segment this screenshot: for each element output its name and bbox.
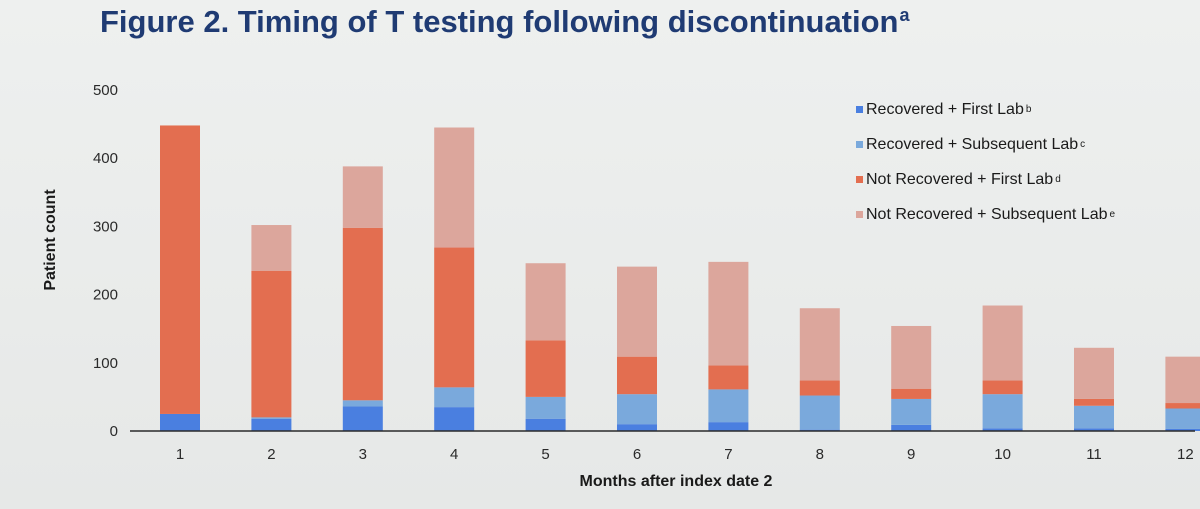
bar-segment: [617, 394, 657, 425]
x-tick-label: 12: [1177, 446, 1194, 463]
x-tick-labels: 1 2 3 4 5 6 7 8 9 10 11 12: [176, 446, 1194, 463]
bar-segment: [617, 424, 657, 431]
legend-label-superscript: c: [1080, 139, 1086, 150]
bar-segment: [982, 380, 1023, 395]
bar-segment: [799, 380, 840, 396]
bar-segment: [1165, 403, 1200, 409]
bar-segment: [342, 166, 383, 228]
y-tick-label: 400: [93, 150, 118, 167]
bar-segment: [982, 305, 1023, 381]
bar-segment: [342, 406, 383, 431]
y-tick-labels: 0 100 200 300 400 500: [93, 82, 118, 440]
bar-segment: [251, 225, 292, 271]
legend-item: Recovered + First Lab b: [856, 92, 1115, 127]
bar-segment: [891, 388, 932, 399]
bar-segment: [251, 418, 292, 431]
bar-segment: [434, 387, 475, 408]
bar-segment: [891, 325, 932, 389]
chart-legend: Recovered + First Lab b Recovered + Subseq…: [856, 92, 1115, 232]
bar-segment: [617, 356, 657, 395]
legend-label: Recovered + First Lab: [866, 100, 1024, 118]
legend-item: Not Recovered + First Lab d: [856, 162, 1115, 197]
bar-segment: [982, 394, 1023, 429]
y-tick-label: 0: [110, 423, 118, 440]
bar-segment: [434, 247, 475, 388]
bar-segment: [525, 418, 566, 431]
x-tick-label: 7: [724, 446, 732, 463]
bar-segment: [525, 340, 566, 397]
bar-segment: [799, 395, 840, 430]
x-tick-label: 10: [994, 446, 1011, 463]
legend-swatch: [856, 106, 863, 113]
legend-label-superscript: e: [1109, 209, 1116, 220]
legend-swatch: [856, 141, 863, 148]
y-tick-label: 100: [93, 355, 118, 372]
bar-segment: [434, 407, 475, 431]
x-tick-label: 6: [633, 446, 641, 463]
legend-swatch: [856, 211, 863, 218]
x-tick-label: 8: [816, 446, 824, 463]
legend-label-superscript: d: [1055, 174, 1061, 185]
y-axis-label: Patient count: [42, 189, 59, 291]
y-tick-label: 300: [93, 218, 118, 235]
bar-segment: [342, 400, 383, 407]
bar-segment: [1165, 356, 1200, 404]
y-tick-label: 500: [93, 82, 118, 99]
bar-segment: [342, 227, 383, 401]
bar-segment: [617, 266, 657, 357]
x-tick-label: 1: [176, 446, 184, 463]
bar-segment: [708, 389, 749, 423]
x-axis-label: Months after index date 2: [580, 473, 773, 490]
bar-segment: [708, 261, 749, 366]
bar-segment: [160, 125, 200, 414]
bar-segment: [708, 365, 749, 390]
bar-segment: [1165, 428, 1200, 431]
x-tick-label: 9: [907, 446, 915, 463]
legend-label: Recovered + Subsequent Lab: [866, 135, 1079, 153]
legend-label-superscript: b: [1025, 104, 1032, 115]
bar-segment: [160, 413, 200, 431]
legend-label: Not Recovered + Subsequent Lab: [866, 205, 1108, 223]
legend-swatch: [856, 176, 863, 183]
x-tick-label: 3: [359, 446, 367, 463]
bar-segment: [1074, 405, 1114, 429]
bar-segment: [434, 127, 475, 248]
bar-segment: [982, 428, 1023, 431]
bar-segment: [525, 396, 566, 419]
x-tick-label: 2: [267, 446, 275, 463]
bar-segment: [799, 308, 840, 381]
bar-segment: [891, 424, 932, 431]
legend-label: Not Recovered + First Lab: [866, 170, 1054, 188]
x-tick-label: 11: [1086, 446, 1102, 463]
legend-item: Recovered + Subsequent Lab c: [856, 127, 1115, 162]
chart-title-superscript: a: [899, 4, 910, 25]
chart-title-text: Figure 2. Timing of T testing following …: [100, 4, 899, 39]
bar-segment: [891, 398, 932, 425]
x-tick-label: 4: [450, 446, 458, 463]
bar-segment: [525, 263, 566, 341]
bar-segment: [708, 422, 749, 431]
x-tick-label: 5: [541, 446, 549, 463]
bar-segment: [251, 417, 292, 419]
chart-title: Figure 2. Timing of T testing following …: [100, 4, 910, 40]
bar-segment: [1074, 347, 1114, 399]
legend-item: Not Recovered + Subsequent Lab e: [856, 197, 1115, 232]
bar-segment: [1165, 408, 1200, 429]
bar-segment: [251, 270, 292, 418]
bar-segment: [1074, 428, 1114, 431]
bar-segment: [1074, 398, 1114, 406]
y-tick-label: 200: [93, 287, 118, 304]
bars-group: [160, 125, 1200, 431]
